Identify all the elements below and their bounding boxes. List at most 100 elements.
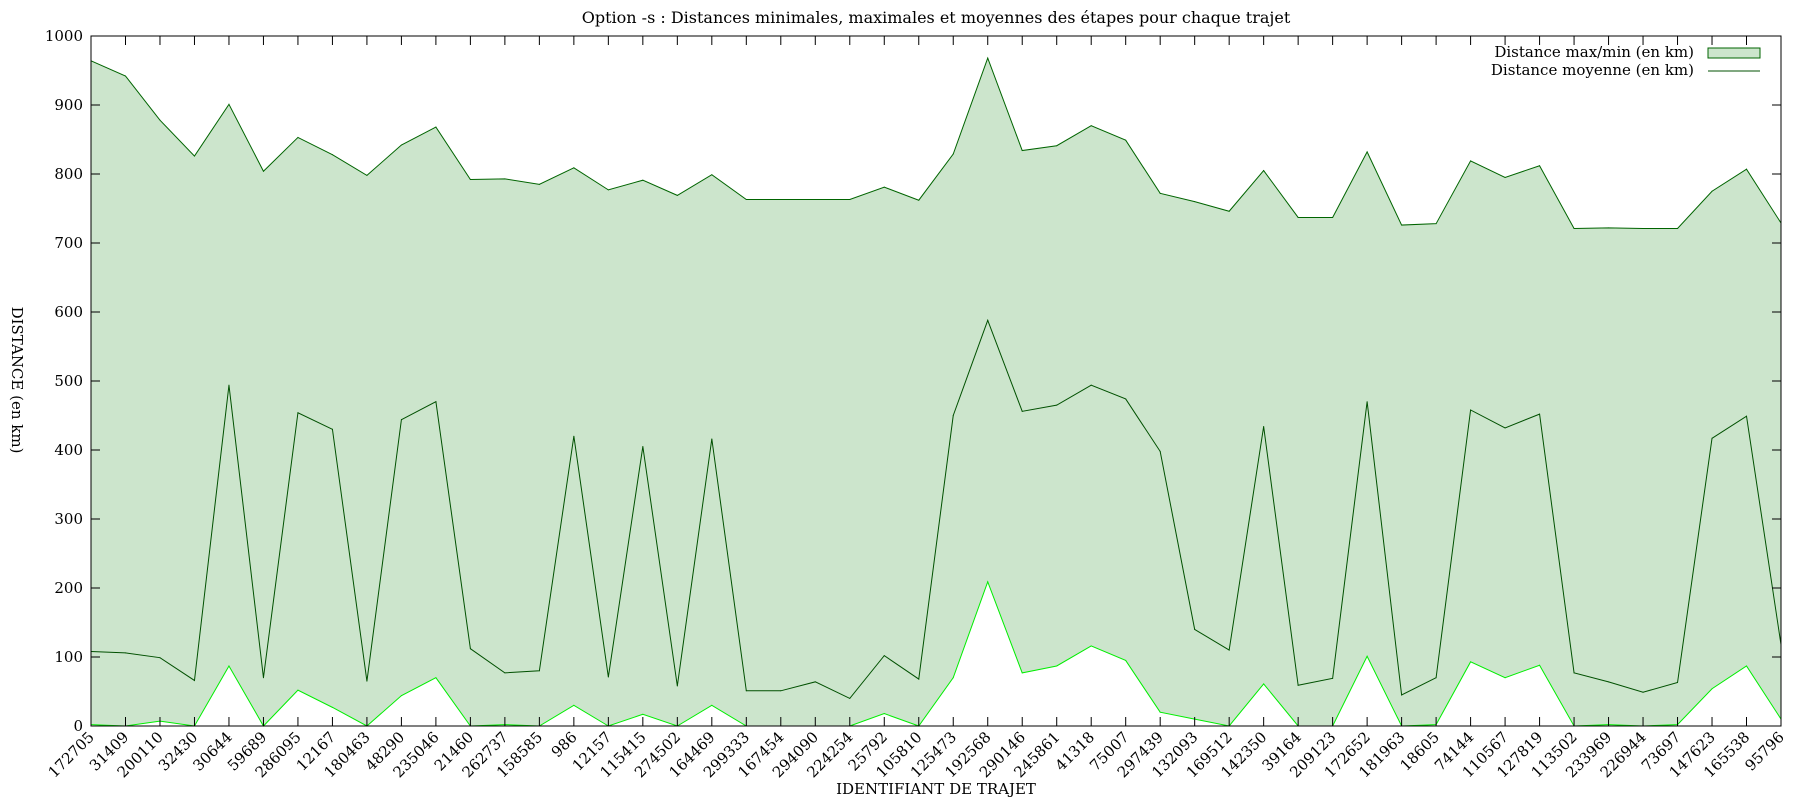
average-point xyxy=(469,648,471,650)
average-point xyxy=(849,697,851,699)
average-point xyxy=(1401,694,1403,696)
average-point xyxy=(435,401,437,403)
max-point xyxy=(1435,223,1437,225)
max-point xyxy=(1642,228,1644,230)
min-point xyxy=(1159,711,1161,713)
max-point xyxy=(366,174,368,176)
average-line xyxy=(90,318,1782,700)
average-point xyxy=(1677,682,1679,684)
average-point xyxy=(642,446,644,448)
min-point xyxy=(228,665,230,667)
max-point xyxy=(918,199,920,201)
average-point xyxy=(607,676,609,678)
min-point xyxy=(1539,664,1541,666)
y-tick-label: 300 xyxy=(54,510,83,528)
max-point xyxy=(331,154,333,156)
y-tick-label: 700 xyxy=(54,234,83,252)
max-point xyxy=(745,199,747,201)
average-point xyxy=(918,678,920,680)
min-point xyxy=(1090,645,1092,647)
max-point xyxy=(1539,165,1541,167)
max-point xyxy=(814,199,816,201)
max-point xyxy=(952,153,954,155)
average-point xyxy=(1539,413,1541,415)
max-point xyxy=(1332,216,1334,218)
legend-swatch-band xyxy=(1707,47,1761,59)
max-point xyxy=(1228,210,1230,212)
average-point xyxy=(780,690,782,692)
average-point xyxy=(1090,384,1092,386)
max-point xyxy=(642,179,644,181)
min-point xyxy=(987,581,989,583)
y-axis-title: DISTANCE (en km) xyxy=(8,307,26,454)
average-point xyxy=(1711,437,1713,439)
average-point xyxy=(814,681,816,683)
average-point xyxy=(1366,401,1368,403)
average-point xyxy=(1228,649,1230,651)
min-point xyxy=(883,713,885,715)
average-point xyxy=(711,438,713,440)
y-tick-label: 800 xyxy=(54,165,83,183)
average-point xyxy=(538,670,540,672)
average-point xyxy=(124,652,126,654)
chart-title: Option -s : Distances minimales, maximal… xyxy=(582,8,1291,27)
y-tick-label: 500 xyxy=(54,372,83,390)
average-point xyxy=(193,679,195,681)
max-point xyxy=(1090,125,1092,127)
min-point xyxy=(1056,665,1058,667)
min-point xyxy=(1125,659,1127,661)
average-point xyxy=(1263,426,1265,428)
max-point xyxy=(1056,145,1058,147)
max-point xyxy=(1746,168,1748,170)
max-point xyxy=(1159,192,1161,194)
legend-label-average: Distance moyenne (en km) xyxy=(1491,61,1694,79)
min-point xyxy=(1746,665,1748,667)
max-point xyxy=(676,194,678,196)
legend: Distance max/min (en km) Distance moyenn… xyxy=(1491,43,1761,79)
average-point xyxy=(745,690,747,692)
max-point xyxy=(262,170,264,172)
average-point xyxy=(228,384,230,386)
min-point xyxy=(1711,688,1713,690)
average-point xyxy=(1642,691,1644,693)
min-line xyxy=(90,580,1782,727)
average-point xyxy=(1504,427,1506,429)
min-point xyxy=(573,704,575,706)
min-point xyxy=(331,706,333,708)
average-point xyxy=(573,435,575,437)
average-point xyxy=(159,657,161,659)
max-point xyxy=(228,103,230,105)
y-tick-label: 600 xyxy=(54,303,83,321)
average-point xyxy=(987,319,989,321)
average-point xyxy=(504,672,506,674)
min-point xyxy=(297,689,299,691)
max-point xyxy=(1297,216,1299,218)
max-point xyxy=(1608,227,1610,229)
average-point xyxy=(1021,410,1023,412)
max-point xyxy=(711,174,713,176)
average-point xyxy=(400,419,402,421)
min-point xyxy=(1263,683,1265,685)
max-point xyxy=(987,57,989,59)
max-point xyxy=(573,167,575,169)
max-point xyxy=(538,183,540,185)
max-point xyxy=(297,136,299,138)
max-point xyxy=(1677,228,1679,230)
average-point xyxy=(262,677,264,679)
min-point xyxy=(711,704,713,706)
legend-label-band: Distance max/min (en km) xyxy=(1494,43,1694,61)
min-point xyxy=(1021,672,1023,674)
max-point xyxy=(1194,201,1196,203)
y-tick-label: 0 xyxy=(73,717,83,735)
max-point xyxy=(607,189,609,191)
max-point xyxy=(435,126,437,128)
x-axis-title: IDENTIFIANT DE TRAJET xyxy=(836,780,1036,798)
average-point xyxy=(1056,404,1058,406)
y-tick-label: 100 xyxy=(54,648,83,666)
y-tick-label: 200 xyxy=(54,579,83,597)
max-point xyxy=(1263,170,1265,172)
max-point xyxy=(849,199,851,201)
average-point xyxy=(1332,677,1334,679)
max-point xyxy=(193,155,195,157)
